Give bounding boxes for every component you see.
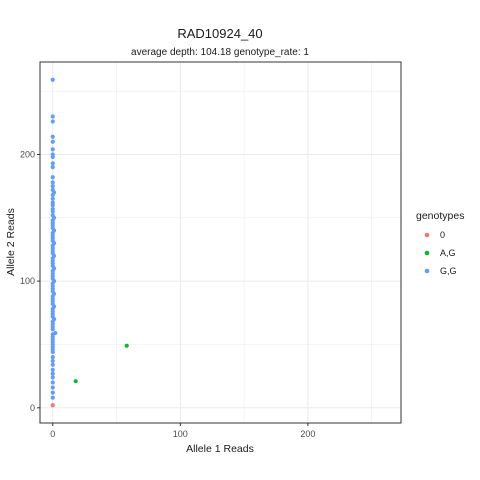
point-g-g [50,154,55,160]
x-tick-label: 200 [300,429,315,439]
points [50,77,129,408]
point-g-g [50,380,55,385]
point-g-g [50,375,55,380]
point-g-g [50,367,55,372]
point-g-g [50,209,55,214]
point-g-g [50,165,55,170]
point-a-g [73,379,78,384]
point-g-g [50,349,55,355]
y-tick-label: 200 [20,149,35,159]
point-g-g [50,192,55,198]
legend-key [424,268,430,274]
point-g-g [50,134,55,139]
point-g-g [50,180,55,185]
point-g-g [50,175,55,180]
legend-key [424,232,430,238]
point-g-g [50,327,55,332]
legend-key [424,250,430,256]
point-g-g [50,196,55,201]
chart-title: RAD10924_40 [177,26,262,41]
axis-ticks: 0 100 200 0 100 200 [20,149,315,439]
point-g-g [50,114,55,119]
plot-panel [39,61,402,424]
y-tick-label: 0 [30,403,35,413]
point-g-g [50,395,55,400]
point-g-g [50,385,55,390]
legend-title: genotypes [416,210,464,222]
legend: genotypes 0 A,G G,G [416,210,464,276]
x-tick-label: 100 [173,429,188,439]
point-g-g [50,358,55,364]
legend-label: 0 [440,230,445,240]
point-g-g [50,355,55,360]
point-g-g [50,203,55,208]
gridlines [40,62,401,423]
point-g-g [50,139,55,144]
point-g-g [50,77,55,82]
legend-label: A,G [440,248,456,258]
point-g-g [50,371,55,376]
point-g-g [50,362,55,367]
point-g-g [50,161,55,166]
point-a-g [124,343,129,348]
y-axis-label: Allele 2 Reads [5,208,17,276]
point-g-g [50,119,55,124]
point-g-g [50,390,55,395]
point-g-g [50,147,55,152]
x-tick-label: 0 [50,429,55,439]
point-g-g [50,184,55,189]
legend-label: G,G [440,266,457,276]
chart-subtitle: average depth: 104.18 genotype_rate: 1 [131,47,309,58]
point-zero [50,403,55,408]
y-tick-label: 100 [20,276,35,286]
x-axis-label: Allele 1 Reads [186,443,254,455]
